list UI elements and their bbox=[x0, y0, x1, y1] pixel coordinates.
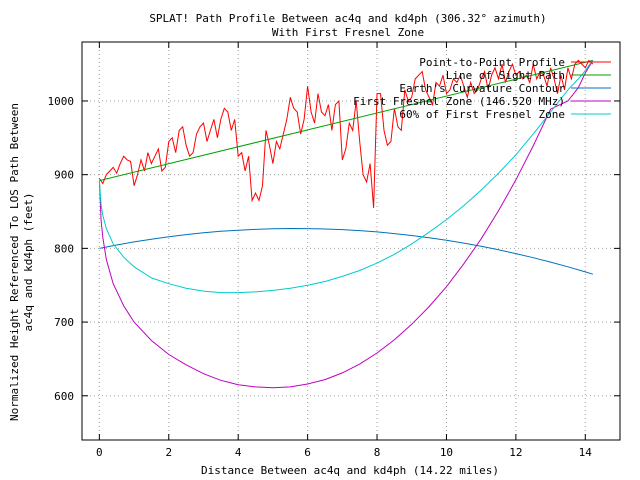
legend-label-1: Point-to-Point Profile bbox=[419, 56, 565, 69]
x-axis-label: Distance Between ac4q and kd4ph (14.22 m… bbox=[201, 464, 499, 477]
legend-label-2: Line of Sight Path bbox=[446, 69, 565, 82]
x-tick-label: 6 bbox=[304, 446, 311, 459]
x-tick-label: 4 bbox=[235, 446, 242, 459]
legend-label-3: Earth's Curvature Contour bbox=[399, 82, 565, 95]
series-line-5 bbox=[98, 60, 594, 294]
series-line-3 bbox=[99, 227, 594, 275]
axis-ticks: 0 2 4 6 8 10 12 14 600 700 800 900 1000 bbox=[48, 42, 620, 459]
grid bbox=[82, 42, 620, 440]
x-tick-label: 2 bbox=[165, 446, 172, 459]
x-tick-label: 12 bbox=[509, 446, 522, 459]
chart-title: SPLAT! Path Profile Between ac4q and kd4… bbox=[149, 12, 546, 25]
x-tick-label: 8 bbox=[374, 446, 381, 459]
series-line-1 bbox=[98, 59, 594, 208]
x-tick-label: 10 bbox=[440, 446, 453, 459]
series-line-4 bbox=[98, 60, 594, 389]
series-line-2 bbox=[99, 59, 594, 182]
y-tick-label: 1000 bbox=[48, 95, 75, 108]
plot-frame bbox=[81, 41, 621, 441]
y-tick-label: 900 bbox=[54, 169, 74, 182]
series-lines bbox=[98, 59, 594, 389]
y-tick-label: 700 bbox=[54, 316, 74, 329]
x-tick-label: 14 bbox=[579, 446, 593, 459]
legend-label-4: First Fresnel Zone (146.520 MHz) bbox=[353, 95, 565, 108]
chart-subtitle: With First Fresnel Zone bbox=[272, 26, 424, 39]
legend-label-5: 60% of First Fresnel Zone bbox=[399, 108, 565, 121]
y-axis-label-line2: ac4q and kd4ph (feet) bbox=[22, 192, 35, 331]
y-tick-label: 800 bbox=[54, 242, 74, 255]
y-tick-label: 600 bbox=[54, 390, 74, 403]
y-axis-label-line1: Normalized Height Referenced To LOS Path… bbox=[8, 103, 21, 421]
x-tick-label: 0 bbox=[96, 446, 103, 459]
